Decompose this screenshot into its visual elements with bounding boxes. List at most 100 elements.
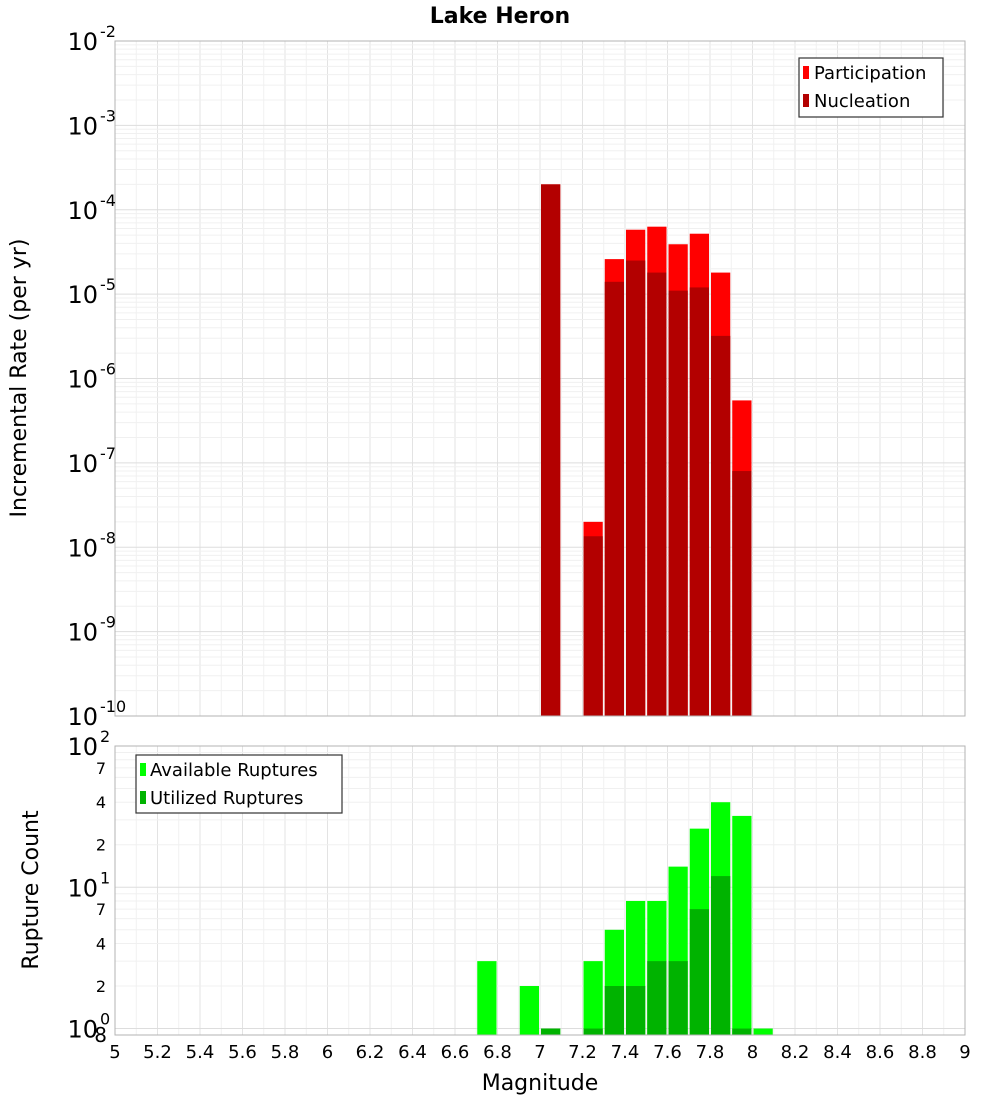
legend-label-participation: Participation: [814, 63, 926, 84]
top-y-tick-label: 10: [67, 281, 98, 309]
x-tick-label: 8.4: [823, 1042, 852, 1063]
available-ruptures-bar: [753, 1028, 773, 1035]
nucleation-bar: [711, 335, 731, 716]
x-tick-label: 9: [959, 1042, 970, 1063]
x-tick-label: 6.6: [441, 1042, 470, 1063]
top-y-tick-label-exponent: -2: [100, 22, 116, 41]
top-y-tick-label: 10: [67, 703, 98, 731]
x-tick-label: 5.6: [228, 1042, 257, 1063]
legend-swatch-participation: [803, 66, 809, 79]
legend-swatch-utilized-ruptures: [140, 791, 146, 804]
top-y-tick-label-exponent: -3: [100, 106, 116, 125]
top-plot-frame: [114, 40, 966, 717]
top-y-axis-label: Incremental Rate (per yr): [7, 239, 32, 518]
x-tick-label: 6.4: [398, 1042, 427, 1063]
top-y-tick-label: 10: [67, 366, 98, 394]
x-tick-label: 7.2: [568, 1042, 597, 1063]
top-bars: [541, 184, 752, 717]
nucleation-bar: [689, 287, 709, 716]
x-tick-label: 6.8: [483, 1042, 512, 1063]
bottom-y-tick-label: 10: [67, 733, 98, 761]
top-y-tick-label-exponent: -5: [100, 275, 116, 294]
utilized-ruptures-bar: [689, 909, 709, 1035]
top-y-tick-label-exponent: -4: [100, 191, 116, 210]
top-legend-box: [798, 57, 944, 118]
nucleation-bar: [626, 260, 646, 716]
legend-label-available-ruptures: Available Ruptures: [150, 760, 318, 781]
bottom-y-minor-tick-label: 8: [94, 1023, 107, 1047]
available-ruptures-bar: [732, 815, 752, 1035]
legend-swatch-nucleation: [803, 94, 809, 107]
utilized-ruptures-bar: [541, 1028, 561, 1035]
available-ruptures-bar: [583, 961, 603, 1035]
bottom-bars: [477, 802, 773, 1035]
top-y-tick-label: 10: [67, 619, 98, 647]
available-ruptures-bar: [477, 961, 497, 1035]
bottom-y-tick-label: 10: [67, 874, 98, 902]
bottom-y-minor-tick-label: 7: [96, 759, 106, 778]
x-tick-label: 6: [322, 1042, 333, 1063]
top-y-tick-label: 10: [67, 28, 98, 56]
bottom-y-tick-label: 10: [67, 1016, 98, 1044]
available-ruptures-bar: [519, 986, 539, 1035]
utilized-ruptures-bar: [583, 1028, 603, 1035]
bottom-legend-box: [135, 754, 343, 814]
bottom-y-minor-tick-label: 4: [96, 793, 106, 812]
x-tick-label: 6.2: [356, 1042, 385, 1063]
nucleation-bar: [732, 471, 752, 716]
bottom-y-minor-tick-label: 7: [96, 900, 106, 919]
utilized-ruptures-bar: [604, 986, 624, 1035]
x-tick-label: 7.8: [696, 1042, 725, 1063]
legend-swatch-available-ruptures: [140, 763, 146, 776]
x-tick-label: 5.4: [186, 1042, 215, 1063]
x-tick-label: 8.2: [781, 1042, 810, 1063]
x-tick-label: 5.8: [271, 1042, 300, 1063]
top-y-tick-label: 10: [67, 450, 98, 478]
top-legend: Participation Nucleation: [798, 57, 944, 118]
top-y-tick-label-exponent: -8: [100, 528, 116, 547]
top-y-tick-label: 10: [67, 197, 98, 225]
x-tick-label: 7.4: [611, 1042, 640, 1063]
x-tick-labels: 5 5.2 5.4 5.6 5.8 6 6.2 6.4 6.6 6.8 7 7.2 7.4 7.6 7.8 8…: [109, 1042, 970, 1063]
legend-label-utilized-ruptures: Utilized Ruptures: [150, 788, 303, 809]
utilized-ruptures-bar: [647, 961, 667, 1035]
nucleation-bar: [604, 281, 624, 716]
utilized-ruptures-bar: [732, 1028, 752, 1035]
utilized-ruptures-bar: [711, 876, 731, 1035]
bottom-legend: Available Ruptures Utilized Ruptures: [135, 754, 343, 814]
top-y-tick-label-exponent: -9: [100, 613, 116, 632]
utilized-ruptures-bar: [668, 961, 688, 1035]
bottom-y-minor-tick-label: 2: [96, 836, 106, 855]
top-y-tick-label: 10: [67, 112, 98, 140]
top-gridlines: [114, 41, 966, 717]
x-tick-label: 8.6: [866, 1042, 895, 1063]
nucleation-bar: [541, 184, 561, 717]
bottom-y-minor-tick-label: 2: [96, 977, 106, 996]
x-tick-label: 5.2: [143, 1042, 172, 1063]
nucleation-bar: [647, 272, 667, 716]
x-tick-label: 8.8: [908, 1042, 937, 1063]
legend-label-nucleation: Nucleation: [814, 91, 910, 112]
x-tick-label: 8: [747, 1042, 758, 1063]
bottom-y-minor-tick-label: 4: [96, 934, 106, 953]
bottom-y-tick-label-exponent: 1: [100, 868, 110, 887]
top-y-tick-label: 10: [67, 534, 98, 562]
utilized-ruptures-bar: [626, 986, 646, 1035]
top-y-tick-label-exponent: -7: [100, 444, 116, 463]
nucleation-bar: [668, 290, 688, 716]
bottom-plot-frame: [114, 745, 966, 1036]
x-tick-label: 7: [534, 1042, 545, 1063]
chart-title: Lake Heron: [430, 4, 570, 29]
bottom-y-axis-label: Rupture Count: [19, 810, 44, 970]
x-tick-label: 5: [109, 1042, 120, 1063]
bottom-y-tick-label-exponent: 0: [100, 1010, 110, 1029]
x-tick-label: 7.6: [653, 1042, 682, 1063]
top-y-tick-label-exponent: -10: [100, 697, 126, 716]
top-y-tick-label-exponent: -6: [100, 360, 116, 379]
bottom-y-tick-label-exponent: 2: [100, 727, 110, 746]
x-axis-label: Magnitude: [482, 1071, 599, 1096]
